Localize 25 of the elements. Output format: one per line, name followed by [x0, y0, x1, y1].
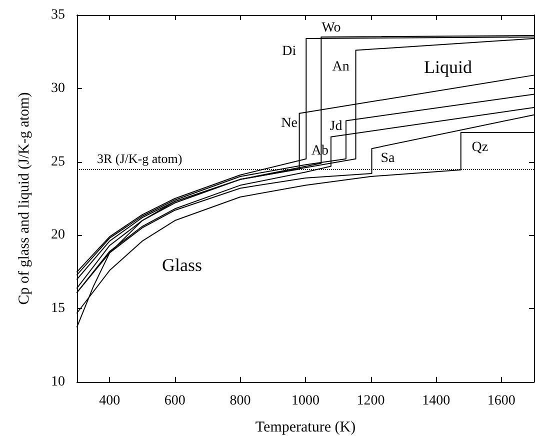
y-tick-label: 35: [51, 8, 65, 22]
x-tick-label: 600: [164, 394, 186, 408]
x-tick-label: 1200: [356, 394, 385, 408]
series-label: Jd: [330, 119, 342, 134]
series-label: Ne: [281, 116, 298, 131]
x-tick-label: 800: [230, 394, 251, 408]
y-tick-label: 15: [51, 301, 65, 316]
series-label: Wo: [322, 20, 341, 36]
x-tick-label: 1000: [292, 394, 320, 408]
x-tick-label: 1600: [487, 394, 516, 408]
x-tick-label: 1400: [422, 394, 450, 408]
annotation: Liquid: [424, 57, 472, 77]
series-label: Di: [282, 44, 296, 59]
y-tick-label: 25: [51, 154, 65, 170]
x-tick-label: 400: [99, 394, 120, 408]
annotation: Glass: [162, 255, 202, 275]
y-axis-title: Cp of glass and liquid (J/K-g atom): [16, 92, 32, 305]
y-tick-label: 30: [51, 80, 65, 96]
series-label: An: [332, 60, 350, 75]
ref-line-label: 3R (J/K-g atom): [97, 151, 182, 166]
series-label: Qz: [472, 140, 488, 155]
x-axis-title: Temperature (K): [255, 420, 356, 436]
y-tick-label: 10: [51, 374, 65, 390]
series-label: Sa: [380, 151, 396, 166]
y-tick-label: 20: [51, 228, 65, 243]
